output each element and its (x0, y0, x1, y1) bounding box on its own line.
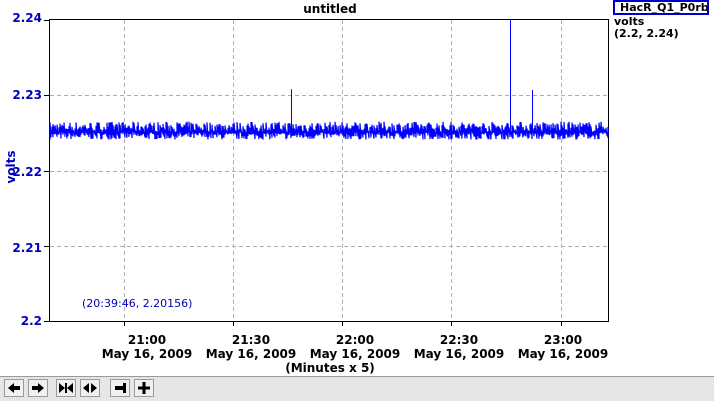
plot-area[interactable] (0, 0, 714, 376)
zoom-out-button[interactable] (110, 379, 130, 397)
x-tick-date: May 16, 2009 (517, 347, 609, 361)
plot-frame (49, 19, 609, 322)
legend-channel-name: HacR_Q1_P0rb (620, 1, 709, 14)
x-tick-label: 22:00 May 16, 2009 (295, 333, 415, 361)
grid-lines (50, 20, 608, 321)
scroll-right-button[interactable] (28, 379, 48, 397)
x-tick-label: 22:30 May 16, 2009 (399, 333, 519, 361)
right-arrow-icon (32, 383, 44, 393)
y-tick-label: 2.22 (12, 165, 42, 179)
axis-ticks (44, 20, 562, 326)
expand-x-button[interactable] (80, 379, 100, 397)
legend-units: volts (614, 15, 645, 28)
x-tick-time: 23:00 (543, 333, 583, 347)
legend-channel-box[interactable]: HacR_Q1_P0rb (613, 0, 709, 15)
toolbar (0, 376, 714, 401)
left-arrow-icon (8, 383, 20, 393)
series-line (49, 20, 609, 140)
x-tick-date: May 16, 2009 (205, 347, 297, 361)
y-tick-label: 2.2 (20, 314, 42, 328)
plot-title: untitled (303, 2, 357, 16)
compress-x-button[interactable] (56, 379, 76, 397)
x-tick-date: May 16, 2009 (309, 347, 401, 361)
y-tick-label: 2.24 (12, 11, 42, 25)
compress-icon (59, 383, 73, 393)
y-tick-label: 2.21 (12, 241, 42, 255)
expand-icon (83, 383, 97, 393)
x-tick-time: 21:00 (127, 333, 167, 347)
cursor-readout: (20:39:46, 2.20156) (82, 297, 193, 310)
x-tick-label: 21:30 May 16, 2009 (191, 333, 311, 361)
x-tick-label: 21:00 May 16, 2009 (87, 333, 207, 361)
x-tick-time: 21:30 (231, 333, 271, 347)
x-tick-time: 22:00 (335, 333, 375, 347)
zoom-in-button[interactable] (134, 379, 154, 397)
y-tick-label: 2.23 (12, 88, 42, 102)
series-trace (49, 121, 609, 140)
minus-icon (115, 383, 126, 393)
x-tick-time: 22:30 (439, 333, 479, 347)
plus-icon (138, 382, 150, 394)
x-tick-date: May 16, 2009 (413, 347, 505, 361)
legend-range: (2.2, 2.24) (614, 27, 679, 40)
x-tick-date: May 16, 2009 (101, 347, 193, 361)
scroll-left-button[interactable] (4, 379, 24, 397)
x-axis-label: (Minutes x 5) (285, 361, 375, 375)
x-tick-label: 23:00 May 16, 2009 (503, 333, 623, 361)
